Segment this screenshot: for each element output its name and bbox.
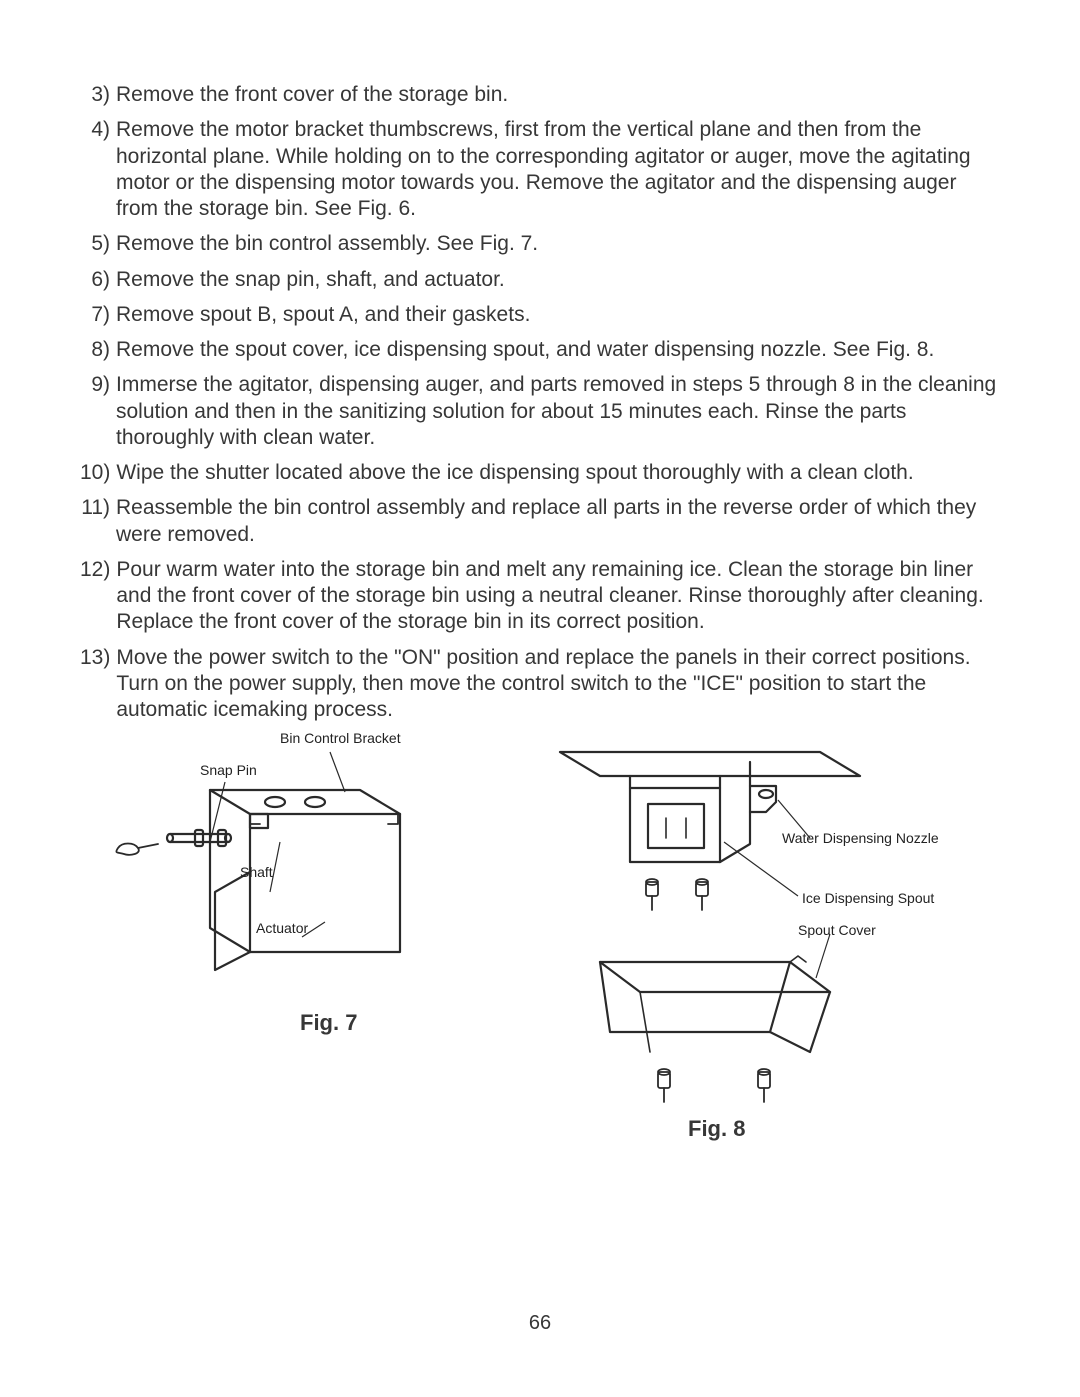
step-num: 7) bbox=[80, 302, 116, 328]
fig7-caption: Fig. 7 bbox=[300, 1010, 357, 1036]
step-num: 5) bbox=[80, 231, 116, 257]
step-text: Wipe the shutter located above the ice d… bbox=[116, 460, 1000, 486]
step-text: Reassemble the bin control assembly and … bbox=[116, 495, 1000, 548]
step-text: Remove the snap pin, shaft, and actuator… bbox=[116, 267, 1000, 293]
step-num: 13) bbox=[80, 645, 116, 724]
step-11: 11)Reassemble the bin control assembly a… bbox=[80, 495, 1000, 548]
step-num: 11) bbox=[80, 495, 116, 548]
step-num: 8) bbox=[80, 337, 116, 363]
page-number: 66 bbox=[0, 1312, 1080, 1335]
step-text: Remove the bin control assembly. See Fig… bbox=[116, 231, 1000, 257]
step-num: 3) bbox=[80, 82, 116, 108]
step-text: Immerse the agitator, dispensing auger, … bbox=[116, 372, 1000, 451]
step-3: 3)Remove the front cover of the storage … bbox=[80, 82, 1000, 108]
step-num: 9) bbox=[80, 372, 116, 451]
figures-area: Bin Control Bracket Snap Pin Shaft Actua… bbox=[0, 722, 1080, 1242]
step-6: 6)Remove the snap pin, shaft, and actuat… bbox=[80, 267, 1000, 293]
step-text: Pour warm water into the storage bin and… bbox=[116, 557, 1000, 636]
step-9: 9)Immerse the agitator, dispensing auger… bbox=[80, 372, 1000, 451]
fig7-leaders bbox=[100, 722, 530, 1022]
instruction-steps: 3)Remove the front cover of the storage … bbox=[80, 82, 1000, 723]
step-num: 4) bbox=[80, 117, 116, 222]
fig8-caption: Fig. 8 bbox=[688, 1116, 745, 1142]
step-text: Remove the spout cover, ice dispensing s… bbox=[116, 337, 1000, 363]
step-10: 10)Wipe the shutter located above the ic… bbox=[80, 460, 1000, 486]
step-text: Move the power switch to the "ON" positi… bbox=[116, 645, 1000, 724]
step-13: 13)Move the power switch to the "ON" pos… bbox=[80, 645, 1000, 724]
step-num: 6) bbox=[80, 267, 116, 293]
step-num: 12) bbox=[80, 557, 116, 636]
step-text: Remove the front cover of the storage bi… bbox=[116, 82, 1000, 108]
step-12: 12)Pour warm water into the storage bin … bbox=[80, 557, 1000, 636]
step-num: 10) bbox=[80, 460, 116, 486]
fig8-leaders bbox=[540, 742, 960, 1122]
step-text: Remove spout B, spout A, and their gaske… bbox=[116, 302, 1000, 328]
step-8: 8)Remove the spout cover, ice dispensing… bbox=[80, 337, 1000, 363]
step-7: 7)Remove spout B, spout A, and their gas… bbox=[80, 302, 1000, 328]
step-text: Remove the motor bracket thumbscrews, fi… bbox=[116, 117, 1000, 222]
step-5: 5)Remove the bin control assembly. See F… bbox=[80, 231, 1000, 257]
step-4: 4)Remove the motor bracket thumbscrews, … bbox=[80, 117, 1000, 222]
